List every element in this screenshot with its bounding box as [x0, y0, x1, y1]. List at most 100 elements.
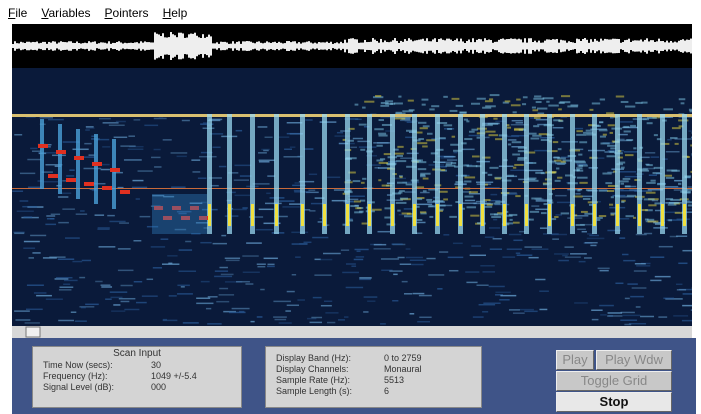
noise: [64, 237, 80, 239]
noise: [285, 310, 291, 312]
noise: [615, 218, 630, 220]
noise: [610, 213, 615, 216]
noise: [133, 119, 141, 121]
waveform-sample: [676, 42, 678, 50]
noise: [389, 177, 407, 180]
noise: [115, 120, 126, 123]
noise: [515, 195, 521, 198]
noise: [344, 316, 349, 318]
noise: [531, 197, 542, 200]
noise: [459, 111, 467, 114]
noise: [214, 270, 229, 272]
noise: [453, 149, 463, 152]
waveform-sample: [688, 39, 690, 53]
noise: [401, 212, 411, 215]
noise: [258, 208, 274, 211]
noise: [252, 183, 270, 185]
waveform-sample: [270, 42, 272, 50]
noise: [564, 256, 581, 258]
noise: [690, 170, 692, 173]
noise: [63, 279, 78, 282]
noise: [345, 286, 364, 289]
noise: [489, 248, 503, 250]
noise: [33, 292, 47, 294]
menu-item[interactable]: File: [8, 6, 28, 20]
waveform-sample: [524, 38, 526, 54]
menu-item[interactable]: Pointers: [104, 6, 149, 20]
stop-button[interactable]: Stop: [556, 392, 672, 412]
waveform-sample: [306, 41, 308, 51]
streak: [570, 114, 575, 234]
noise: [624, 297, 630, 300]
noise: [662, 211, 680, 214]
scrollbar[interactable]: [12, 326, 692, 338]
noise: [634, 190, 652, 192]
noise: [450, 162, 457, 165]
noise: [405, 129, 417, 132]
noise: [575, 223, 585, 226]
waveform-sample: [266, 41, 268, 51]
noise: [560, 116, 568, 118]
noise: [257, 126, 268, 128]
noise: [14, 232, 25, 235]
noise: [463, 164, 470, 167]
noise: [409, 313, 415, 315]
noise: [515, 252, 521, 254]
waveform-sample: [418, 39, 420, 53]
noise: [531, 248, 549, 250]
play-window-button[interactable]: Play Wdw: [596, 350, 672, 370]
noise: [510, 104, 521, 107]
menu-item[interactable]: Help: [162, 6, 188, 20]
noise: [137, 170, 153, 172]
noise: [54, 165, 62, 168]
pitch-mark: [92, 162, 102, 166]
noise: [644, 232, 653, 235]
waveform-sample: [56, 43, 58, 49]
waveform-sample: [48, 41, 50, 51]
noise: [687, 204, 692, 207]
noise: [462, 191, 472, 193]
noise: [384, 207, 394, 210]
noise: [200, 201, 207, 204]
noise: [355, 118, 362, 121]
waveform-sample: [516, 39, 518, 53]
noise: [486, 203, 493, 206]
noise: [441, 169, 446, 172]
streak: [76, 129, 80, 199]
noise: [207, 296, 218, 298]
noise: [495, 291, 511, 294]
noise: [303, 241, 312, 244]
noise: [622, 253, 629, 256]
noise: [427, 205, 436, 208]
noise: [596, 125, 601, 128]
waveform-sample: [438, 39, 440, 53]
noise: [635, 233, 647, 236]
waveform-sample: [202, 34, 204, 58]
toggle-grid-button[interactable]: Toggle Grid: [556, 371, 672, 391]
play-button[interactable]: Play: [556, 350, 594, 370]
waveform-sample: [444, 40, 446, 52]
waveform-sample: [208, 34, 210, 58]
noise: [600, 314, 607, 316]
waveform-sample: [678, 40, 680, 52]
noise: [363, 311, 369, 313]
noise: [396, 154, 403, 157]
menu-item[interactable]: Variables: [41, 6, 91, 20]
streak: [300, 114, 305, 234]
waveform-sample: [310, 42, 312, 50]
noise: [512, 221, 520, 224]
noise: [554, 253, 569, 255]
waveform-sample: [260, 42, 262, 50]
waveform-sample: [518, 38, 520, 54]
noise: [359, 199, 366, 202]
scroll-thumb[interactable]: [25, 326, 41, 338]
noise: [646, 181, 656, 184]
info-row: Sample Length (s): 6: [266, 386, 481, 397]
pitch-mark: [172, 206, 181, 210]
noise: [674, 179, 683, 182]
noise: [404, 215, 415, 218]
noise: [673, 189, 689, 191]
noise: [464, 180, 472, 183]
noise: [150, 246, 166, 248]
noise: [403, 208, 414, 210]
